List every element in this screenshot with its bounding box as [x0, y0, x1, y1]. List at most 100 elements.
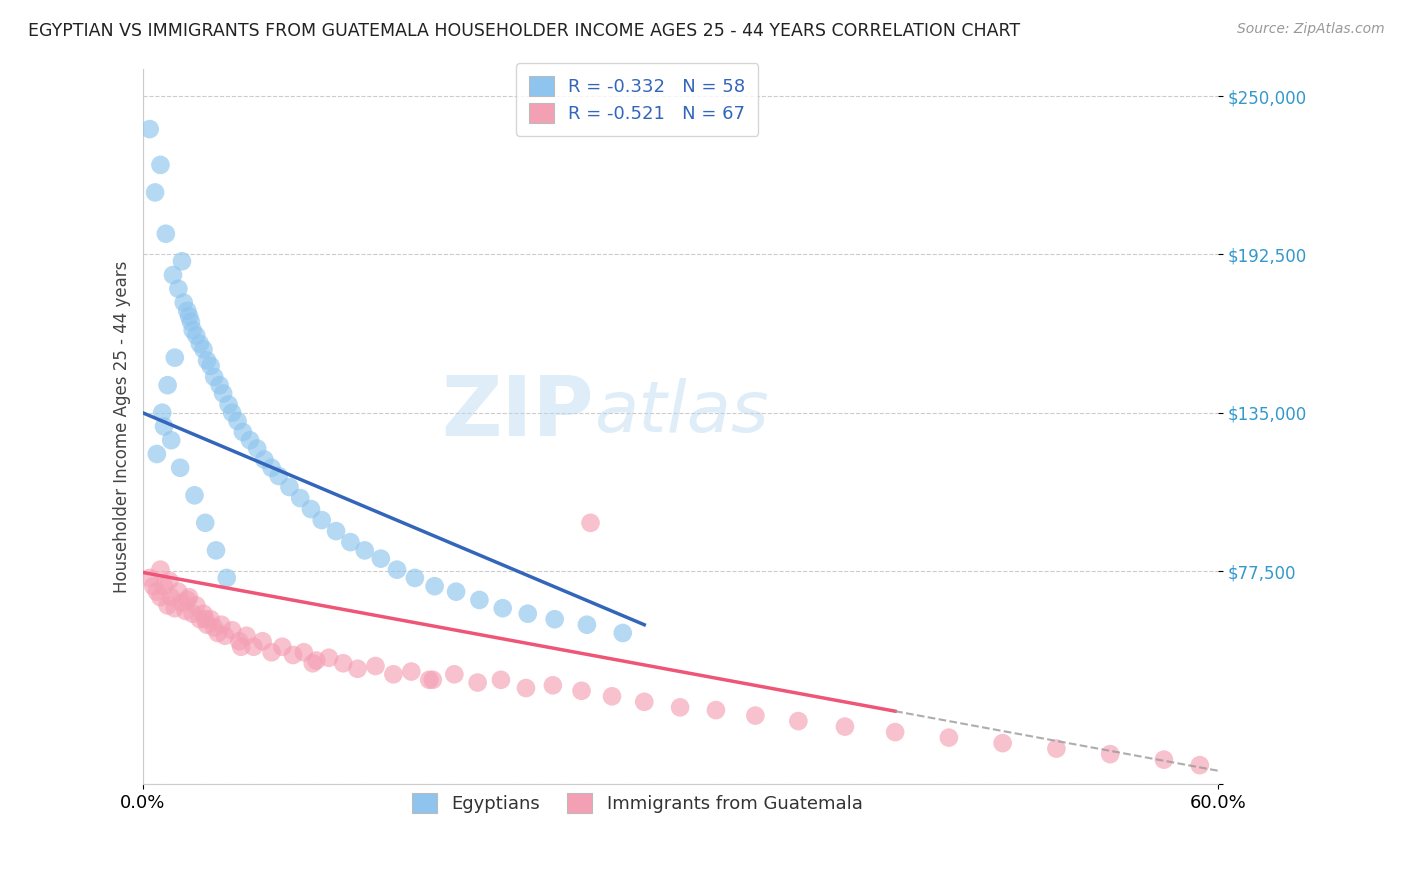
Point: [541, 678, 564, 692]
Point: [193, 343, 215, 357]
Point: [1153, 753, 1175, 767]
Point: [292, 645, 315, 659]
Point: [181, 323, 204, 337]
Point: [385, 563, 408, 577]
Point: [200, 359, 222, 373]
Point: [325, 524, 347, 538]
Text: EGYPTIAN VS IMMIGRANTS FROM GUATEMALA HOUSEHOLDER INCOME AGES 25 - 44 YEARS CORR: EGYPTIAN VS IMMIGRANTS FROM GUATEMALA HO…: [28, 22, 1021, 40]
Point: [1099, 747, 1122, 761]
Point: [215, 571, 238, 585]
Point: [744, 708, 766, 723]
Point: [181, 607, 204, 621]
Point: [271, 640, 294, 654]
Point: [1188, 758, 1211, 772]
Point: [162, 268, 184, 282]
Point: [232, 425, 254, 439]
Point: [260, 645, 283, 659]
Point: [160, 590, 183, 604]
Point: [633, 695, 655, 709]
Point: [489, 673, 512, 687]
Point: [176, 303, 198, 318]
Point: [444, 584, 467, 599]
Point: [516, 607, 538, 621]
Point: [382, 667, 405, 681]
Point: [170, 254, 193, 268]
Point: [353, 543, 375, 558]
Point: [156, 599, 179, 613]
Point: [299, 502, 322, 516]
Point: [422, 673, 444, 687]
Point: [226, 414, 249, 428]
Point: [153, 419, 176, 434]
Point: [150, 406, 173, 420]
Point: [156, 378, 179, 392]
Point: [174, 604, 197, 618]
Point: [252, 634, 274, 648]
Point: [221, 406, 243, 420]
Point: [149, 563, 172, 577]
Point: [468, 593, 491, 607]
Point: [311, 513, 333, 527]
Point: [208, 378, 231, 392]
Point: [157, 574, 180, 588]
Point: [138, 122, 160, 136]
Point: [169, 460, 191, 475]
Point: [186, 328, 208, 343]
Point: [579, 516, 602, 530]
Point: [173, 295, 195, 310]
Point: [404, 571, 426, 585]
Point: [704, 703, 727, 717]
Point: [209, 617, 232, 632]
Point: [179, 310, 201, 324]
Point: [370, 551, 392, 566]
Point: [221, 624, 243, 638]
Text: ZIP: ZIP: [441, 372, 595, 452]
Point: [246, 442, 269, 456]
Point: [146, 447, 169, 461]
Point: [600, 690, 623, 704]
Point: [200, 612, 222, 626]
Point: [193, 607, 215, 621]
Point: [142, 579, 165, 593]
Point: [575, 617, 598, 632]
Point: [143, 186, 166, 200]
Point: [202, 370, 225, 384]
Point: [364, 659, 387, 673]
Point: [214, 629, 236, 643]
Point: [1045, 741, 1067, 756]
Point: [138, 571, 160, 585]
Point: [253, 452, 276, 467]
Point: [235, 629, 257, 643]
Point: [401, 665, 423, 679]
Point: [163, 351, 186, 365]
Point: [834, 720, 856, 734]
Point: [176, 593, 198, 607]
Point: [242, 640, 264, 654]
Point: [492, 601, 515, 615]
Point: [938, 731, 960, 745]
Point: [167, 282, 190, 296]
Point: [305, 653, 328, 667]
Point: [146, 584, 169, 599]
Point: [167, 584, 190, 599]
Point: [318, 650, 340, 665]
Point: [339, 535, 361, 549]
Point: [884, 725, 907, 739]
Point: [612, 626, 634, 640]
Point: [183, 488, 205, 502]
Point: [228, 634, 250, 648]
Point: [571, 683, 593, 698]
Point: [991, 736, 1014, 750]
Point: [278, 480, 301, 494]
Point: [423, 579, 446, 593]
Point: [301, 657, 323, 671]
Point: [188, 612, 211, 626]
Point: [218, 397, 240, 411]
Point: [194, 612, 217, 626]
Point: [149, 590, 172, 604]
Point: [163, 601, 186, 615]
Point: [787, 714, 810, 728]
Point: [212, 386, 235, 401]
Point: [202, 620, 225, 634]
Point: [194, 516, 217, 530]
